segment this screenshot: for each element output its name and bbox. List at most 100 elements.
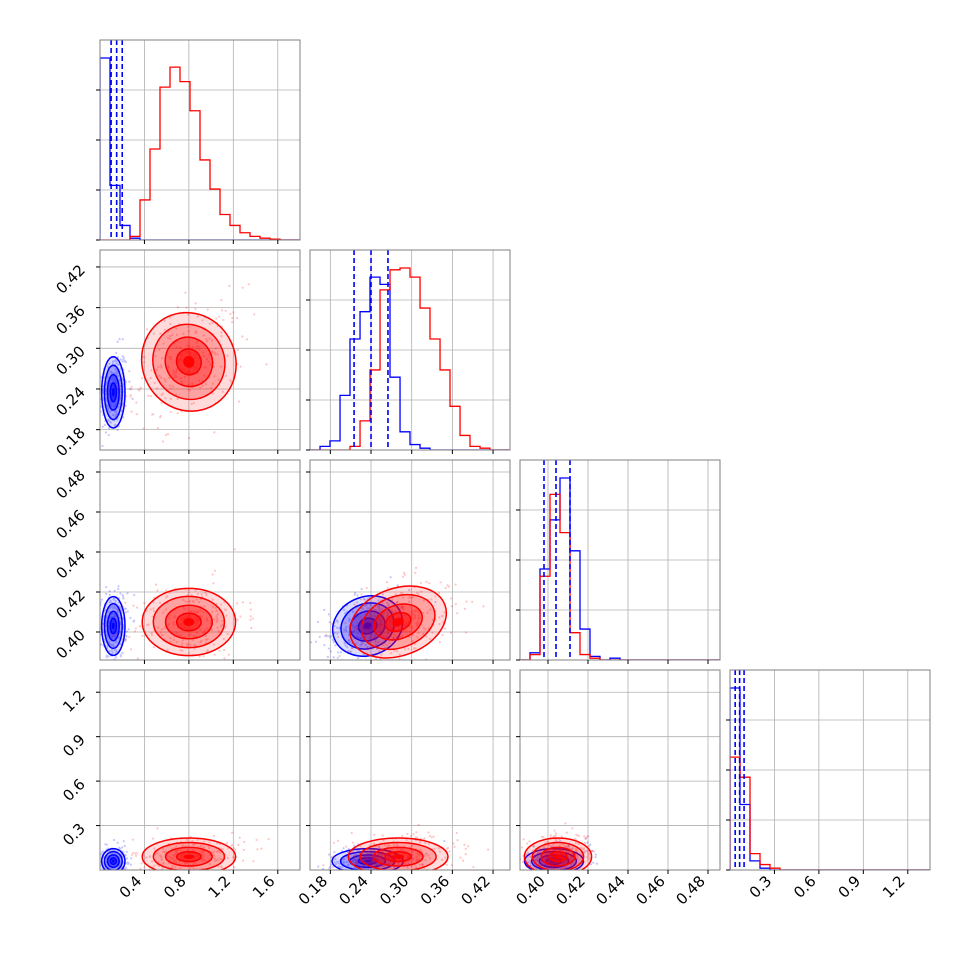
scatter-point: [399, 591, 403, 595]
scatter-point: [400, 606, 403, 609]
scatter-point: [221, 623, 224, 626]
scatter-point: [385, 636, 388, 639]
x-tick-label: 0.18: [295, 872, 331, 908]
scatter-point: [110, 615, 113, 619]
scatter-point: [417, 823, 420, 826]
scatter-point: [366, 647, 369, 650]
y-tick-label: 0.44: [52, 546, 88, 582]
density-core-blue: [363, 622, 372, 630]
scatter-point: [554, 834, 558, 837]
scatter-point: [169, 640, 172, 644]
scatter-point: [528, 854, 531, 857]
scatter-point: [214, 606, 218, 609]
scatter-point: [152, 412, 155, 416]
scatter-point: [181, 649, 184, 652]
scatter-point: [245, 338, 249, 341]
scatter-point: [176, 306, 179, 309]
scatter-point: [545, 840, 548, 844]
scatter-point: [109, 871, 111, 873]
scatter-point: [113, 410, 117, 414]
scatter-point: [162, 861, 165, 865]
scatter-point: [173, 853, 176, 856]
scatter-point: [184, 600, 187, 603]
scatter-point: [104, 609, 107, 612]
scatter-point: [199, 628, 202, 631]
scatter-point: [338, 654, 341, 658]
density-core-blue: [111, 859, 115, 863]
scatter-point: [226, 633, 229, 636]
scatter-point: [141, 377, 144, 380]
scatter-point: [97, 373, 99, 375]
scatter-point: [132, 851, 135, 854]
scatter-point: [110, 402, 113, 405]
scatter-point: [119, 358, 122, 361]
scatter-point: [395, 601, 399, 604]
scatter-point: [194, 307, 197, 310]
scatter-point: [198, 655, 201, 658]
scatter-point: [126, 592, 129, 595]
scatter-point: [389, 875, 391, 877]
scatter-point: [130, 388, 133, 391]
scatter-point: [328, 867, 331, 870]
scatter-point: [583, 850, 587, 853]
scatter-point: [117, 405, 120, 408]
scatter-point: [379, 872, 381, 874]
scatter-point: [168, 617, 171, 620]
scatter-point: [124, 361, 127, 364]
scatter-point: [409, 596, 412, 599]
scatter-point: [101, 390, 105, 393]
density-core-red: [183, 618, 195, 626]
scatter-point: [404, 861, 407, 864]
scatter-point: [103, 423, 107, 427]
scatter-point: [175, 369, 178, 372]
scatter-point: [229, 380, 233, 383]
scatter-point: [565, 845, 568, 849]
scatter-point: [392, 636, 395, 640]
scatter-point: [179, 866, 182, 870]
scatter-point: [139, 625, 142, 628]
scatter-point: [225, 614, 228, 617]
scatter-point: [306, 858, 308, 860]
scatter-point: [553, 872, 555, 874]
scatter-point: [212, 365, 215, 368]
scatter-point: [410, 845, 414, 848]
scatter-point: [555, 874, 557, 876]
scatter-point: [201, 859, 204, 862]
scatter-point: [115, 410, 118, 413]
scatter-point: [355, 862, 359, 866]
scatter-point: [191, 382, 194, 386]
scatter-point: [575, 847, 578, 850]
scatter-point: [105, 616, 108, 619]
scatter-point: [174, 375, 177, 378]
scatter-point: [140, 862, 143, 865]
scatter-point: [168, 384, 171, 387]
scatter-point: [335, 878, 337, 880]
scatter-point: [385, 610, 389, 614]
scatter-point: [200, 850, 203, 853]
scatter-point: [386, 615, 389, 618]
scatter-point: [169, 387, 172, 390]
scatter-point: [569, 854, 572, 857]
scatter-point: [230, 831, 234, 834]
scatter-point: [375, 610, 378, 613]
scatter-point: [399, 606, 402, 609]
scatter-point: [371, 860, 374, 863]
scatter-point: [107, 610, 110, 613]
scatter-point: [366, 648, 370, 651]
scatter-point: [394, 593, 397, 596]
scatter-point: [154, 876, 156, 878]
scatter-point: [126, 610, 129, 613]
scatter-point: [119, 647, 122, 650]
scatter-point: [365, 586, 368, 590]
scatter-point: [203, 630, 206, 633]
scatter-point: [218, 857, 221, 860]
scatter-point: [444, 856, 447, 859]
scatter-point: [168, 667, 170, 669]
scatter-point: [122, 840, 125, 843]
scatter-point: [372, 608, 376, 611]
scatter-point: [185, 838, 188, 842]
scatter-point: [232, 855, 235, 859]
scatter-point: [332, 656, 335, 659]
scatter-point: [556, 847, 559, 850]
scatter-point: [574, 841, 578, 845]
